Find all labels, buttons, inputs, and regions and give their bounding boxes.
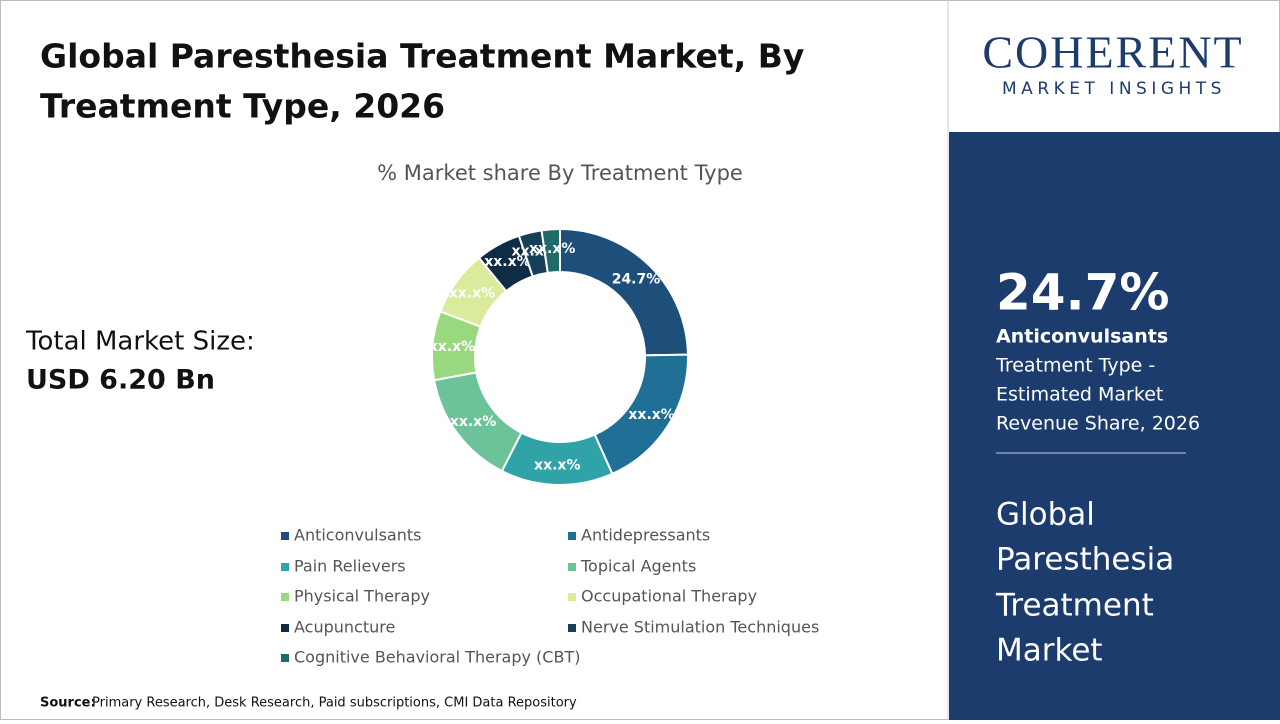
market-name: Global <box>996 497 1095 533</box>
highlight-desc: Revenue Share, 2026 <box>996 413 1200 435</box>
legend-label: Cognitive Behavioral Therapy (CBT) <box>294 648 580 667</box>
market-name: Treatment <box>995 588 1154 624</box>
title: Global Paresthesia Treatment Market, By <box>40 37 804 76</box>
legend-label: Anticonvulsants <box>294 526 421 545</box>
market-name: Paresthesia <box>996 542 1174 578</box>
data-label: xx.x% <box>529 241 575 257</box>
legend-label: Nerve Stimulation Techniques <box>581 618 819 637</box>
market-name: Market <box>996 633 1103 669</box>
data-label: xx.x% <box>628 407 674 423</box>
market-size-label: Total Market Size: <box>25 327 255 357</box>
title: Treatment Type, 2026 <box>40 87 445 126</box>
data-label: 24.7% <box>612 272 661 288</box>
data-label: xx.x% <box>429 339 475 355</box>
legend-marker <box>281 532 289 540</box>
legend-marker <box>281 624 289 632</box>
sidebar <box>949 132 1280 720</box>
legend-label: Antidepressants <box>581 526 710 545</box>
logo-word: COHERENT <box>982 27 1243 78</box>
highlight-name: Anticonvulsants <box>996 326 1168 348</box>
legend-label: Occupational Therapy <box>581 587 757 606</box>
legend-label: Acupuncture <box>294 618 395 637</box>
legend-label: Pain Relievers <box>294 557 406 576</box>
market-size-value: USD 6.20 Bn <box>26 365 215 396</box>
legend-label: Topical Agents <box>580 557 696 576</box>
legend-marker <box>568 593 576 601</box>
source-text: Primary Research, Desk Research, Paid su… <box>92 696 577 711</box>
legend-marker <box>568 563 576 571</box>
data-label: xx.x% <box>534 457 580 473</box>
legend-marker <box>281 654 289 662</box>
logo-sub: MARKET INSIGHTS <box>1002 79 1226 99</box>
legend-marker <box>568 532 576 540</box>
donut-segment <box>540 227 561 275</box>
highlight-desc: Estimated Market <box>996 384 1163 406</box>
legend-marker <box>281 593 289 601</box>
data-label: xx.x% <box>484 254 530 270</box>
highlight-value: 24.7% <box>996 264 1169 322</box>
data-label: xx.x% <box>450 414 496 430</box>
donut-chart: 24.7%xx.x%xx.x%xx.x%xx.x%xx.x%xx.x%xx.x%… <box>281 227 819 667</box>
legend-marker <box>568 624 576 632</box>
legend-label: Physical Therapy <box>294 587 430 606</box>
source-label: Source: <box>40 696 96 711</box>
chart-title: % Market share By Treatment Type <box>377 161 743 185</box>
highlight-desc: Treatment Type - <box>995 355 1155 377</box>
legend-marker <box>281 563 289 571</box>
data-label: xx.x% <box>449 286 495 302</box>
